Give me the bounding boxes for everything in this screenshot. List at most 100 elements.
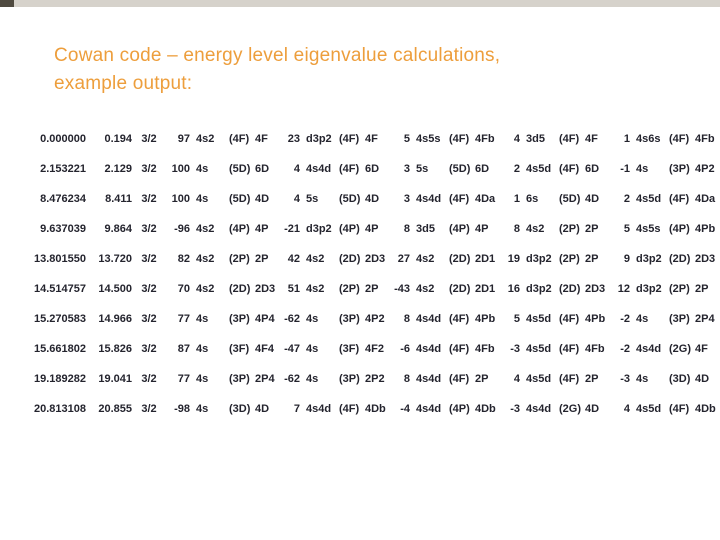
component-cell: 8 4s2 (2P) 2P [496,223,606,235]
component-term: 4F4 [255,343,274,355]
table-row: 13.801550 13.720 3/2 82 4s2 (2P) 2P 42 4… [0,244,720,274]
component-term: 4Db [475,403,496,415]
component-percentage: 77 [177,313,190,325]
energy-cell: 19.041 [98,373,132,385]
component-percentage: 3 [403,163,410,175]
component-parent-term: (3P) [339,313,360,325]
component-cell: 100 4s (5D) 6D [166,163,276,175]
component-term: 6D [365,163,380,175]
component-parent-term: (4F) [449,343,470,355]
component-percentage: 12 [617,283,630,295]
component-term: 6D [585,163,600,175]
component-cell: 1 4s6s (4F) 4Fb [606,133,716,145]
component-term: 2D1 [475,253,496,265]
component-cell: 23 d3p2 (4F) 4F [276,133,386,145]
component-percentage: -1 [620,163,630,175]
component-configuration: 4s5d [526,313,552,325]
component-parent-term: (4F) [559,343,580,355]
component-percentage: 4 [293,163,300,175]
j-value-cell: 3/2 [141,163,157,175]
component-cell: 2 4s5d (4F) 4Da [606,193,716,205]
component-percentage: 4 [513,133,520,145]
component-configuration: 4s2 [196,223,215,235]
component-configuration: 4s4d [416,313,442,325]
component-configuration: 4s4d [416,403,442,415]
component-configuration: 4s4d [306,163,332,175]
component-configuration: 4s4d [636,343,662,355]
component-cell: 16 d3p2 (2D) 2D3 [496,283,606,295]
component-term: 4P4 [255,313,275,325]
component-term: 4Fb [475,133,495,145]
component-term: 2D3 [695,253,716,265]
component-configuration: 4s2 [196,253,215,265]
component-cell: 2 4s5d (4F) 6D [496,163,606,175]
component-term: 4F [585,133,598,145]
eigenvalue-table: 0.000000 0.194 3/2 97 4s2 (4F) 4F 23 d3p… [0,124,720,424]
component-percentage: 87 [177,343,190,355]
component-cell: -43 4s2 (2D) 2D1 [386,283,496,295]
component-cell: -1 4s (3P) 4P2 [606,163,716,175]
component-configuration: d3p2 [526,283,552,295]
component-cell: 1 6s (5D) 4D [496,193,606,205]
component-term: 4Db [365,403,386,415]
energy-cell: 14.966 [98,313,132,325]
table-row: 15.661802 15.826 3/2 87 4s (3F) 4F4 -47 … [0,334,720,364]
component-cell: 42 4s2 (2D) 2D3 [276,253,386,265]
component-percentage: -21 [284,223,300,235]
component-parent-term: (4P) [449,223,470,235]
component-parent-term: (2P) [339,283,360,295]
component-configuration: 4s5d [526,373,552,385]
component-cell: -3 4s (3D) 4D [606,373,716,385]
energy-cell: 20.855 [98,403,132,415]
component-configuration: 4s2 [416,253,435,265]
component-percentage: 51 [287,283,300,295]
component-cell: -6 4s4d (4F) 4Fb [386,343,496,355]
component-percentage: 27 [397,253,410,265]
eigenvalue-cell: 14.514757 [34,283,86,295]
top-strip [0,0,720,7]
component-configuration: d3p2 [306,223,332,235]
component-percentage: 2 [623,193,630,205]
component-term: 4D [695,373,710,385]
component-parent-term: (5D) [229,193,251,205]
component-configuration: 4s4d [306,403,332,415]
component-term: 2P4 [695,313,715,325]
table-row: 15.270583 14.966 3/2 77 4s (3P) 4P4 -62 … [0,304,720,334]
component-cell: -96 4s2 (4P) 4P [166,223,276,235]
component-configuration: 4s2 [306,283,325,295]
component-percentage: -43 [394,283,410,295]
eigenvalue-cell: 15.661802 [34,343,86,355]
component-parent-term: (3F) [339,343,360,355]
component-parent-term: (4F) [559,313,580,325]
component-term: 4Fb [475,343,495,355]
component-term: 2P [585,253,599,265]
component-term: 4D [585,193,600,205]
component-percentage: -3 [510,403,520,415]
component-term: 4P [475,223,489,235]
component-parent-term: (5D) [339,193,361,205]
component-cell: 19 d3p2 (2P) 2P [496,253,606,265]
component-parent-term: (2D) [559,283,581,295]
component-configuration: 4s [196,163,209,175]
component-parent-term: (3P) [229,373,250,385]
component-percentage: 2 [513,163,520,175]
component-configuration: 4s [306,313,319,325]
component-configuration: d3p2 [526,253,552,265]
component-term: 4D [255,403,270,415]
component-percentage: 8 [403,313,410,325]
component-percentage: 1 [513,193,520,205]
component-percentage: 19 [507,253,520,265]
component-parent-term: (4F) [559,163,580,175]
component-percentage: -3 [510,343,520,355]
component-configuration: 4s [636,163,649,175]
component-cell: 4 5s (5D) 4D [276,193,386,205]
component-parent-term: (2D) [339,253,361,265]
component-configuration: 4s2 [196,133,215,145]
component-cell: -2 4s4d (2G) 4F [606,343,716,355]
component-term: 4P2 [695,163,715,175]
component-parent-term: (4P) [229,223,250,235]
eigenvalue-cell: 19.189282 [34,373,86,385]
component-configuration: 4s5d [636,403,662,415]
component-term: 4D [585,403,600,415]
component-parent-term: (5D) [559,193,581,205]
